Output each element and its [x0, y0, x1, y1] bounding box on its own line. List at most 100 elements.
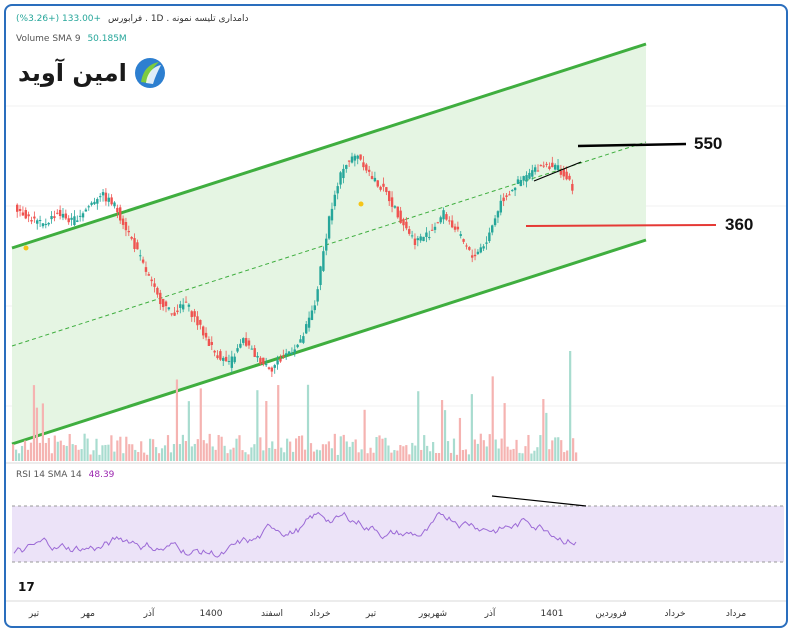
candle-body [133, 238, 136, 249]
candle-body [531, 170, 534, 177]
volume-bar [35, 407, 39, 461]
volume-bar [56, 441, 59, 461]
volume-bar [575, 452, 578, 461]
candle-body [21, 212, 25, 216]
volume-bar [461, 450, 465, 461]
candle-body [236, 348, 239, 352]
volume-bar [455, 454, 459, 461]
volume-bar [277, 385, 280, 461]
candle-body [247, 340, 251, 346]
volume-bar [289, 441, 292, 461]
volume-bar [101, 445, 104, 461]
candle-body [33, 216, 36, 219]
x-tick: مهر [81, 609, 95, 619]
x-tick: مرداد [725, 609, 747, 619]
volume-bar [89, 454, 92, 461]
candle-body [296, 344, 299, 348]
volume-bar [464, 449, 467, 461]
candle-body [439, 217, 442, 223]
candle-body [519, 180, 523, 187]
candle-body [548, 166, 551, 169]
candle-body [204, 332, 208, 338]
candle-body [78, 215, 82, 217]
candle-body [282, 355, 285, 357]
candle-body [568, 175, 571, 180]
candle-body [522, 176, 525, 181]
candle-body [533, 167, 537, 172]
volume-bar [423, 435, 426, 461]
candle-body [390, 197, 394, 207]
volume-bar [512, 448, 515, 461]
volume-bar [360, 449, 363, 461]
candle-body [465, 245, 468, 247]
candle-body [93, 201, 96, 205]
volume-bar [23, 440, 27, 461]
candle-body [373, 177, 377, 182]
support-line [525, 224, 717, 227]
candle-body [553, 164, 557, 170]
volume-bar [274, 448, 277, 461]
volume-bar [286, 438, 289, 461]
candle-body [353, 155, 357, 161]
candle-body [419, 236, 422, 241]
candle-body [508, 194, 511, 196]
candle-body [230, 356, 234, 368]
volume-bar [336, 454, 339, 461]
candle-body [482, 246, 485, 249]
candle-body [179, 304, 182, 308]
candle-body [50, 216, 53, 220]
candle-body [307, 317, 311, 328]
candle-body [367, 169, 371, 172]
x-tick: شهریور [418, 609, 448, 619]
candle-body [184, 301, 188, 303]
candle-body [413, 238, 417, 245]
candle-body [376, 180, 379, 187]
candle-body [382, 183, 385, 187]
candle-body [302, 336, 305, 343]
volume-bar [271, 441, 274, 461]
volume-bar [283, 452, 286, 461]
candle-body [110, 197, 113, 205]
volume-label: Volume SMA 9 [16, 34, 81, 44]
candle-body [36, 220, 39, 224]
candle-body [559, 171, 563, 175]
rsi-legend[interactable]: RSI 14 SMA 14 48.39 [16, 470, 114, 480]
volume-bar [297, 435, 301, 461]
channel-lower-line [11, 238, 647, 446]
volume-bar [566, 450, 569, 461]
candle-body [284, 353, 288, 356]
volume-bar [238, 435, 241, 461]
candle-body [428, 237, 431, 239]
x-tick: خرداد [309, 609, 331, 619]
channel-fill [12, 44, 646, 444]
volume-bar [524, 446, 527, 461]
candle-body [141, 259, 145, 263]
volume-bar [119, 436, 122, 461]
candle-body [362, 162, 365, 168]
candle-body [270, 367, 274, 372]
volume-bar [157, 453, 161, 461]
volume-bar [387, 445, 390, 461]
candle-body [433, 226, 437, 230]
candle-body [273, 365, 276, 368]
candle-body [342, 168, 345, 179]
event-dot [358, 201, 364, 207]
volume-legend[interactable]: Volume SMA 9 50.185M [16, 34, 127, 44]
candle-body [116, 207, 119, 213]
volume-bar [378, 435, 381, 461]
volume-bar [41, 403, 44, 461]
volume-bar [29, 442, 33, 461]
candle-body [525, 175, 528, 182]
candle-body [124, 222, 128, 231]
brand-name: امین آوید [18, 59, 127, 87]
candle-body [305, 324, 308, 334]
candle-body [144, 267, 148, 272]
volume-bar [300, 435, 304, 461]
volume-bar [74, 445, 77, 461]
candle-body [385, 187, 388, 193]
candle-body [216, 355, 219, 359]
volume-bar [315, 449, 319, 461]
chart-svg[interactable] [6, 6, 786, 626]
candle-body [113, 202, 116, 207]
volume-bar [324, 444, 327, 461]
